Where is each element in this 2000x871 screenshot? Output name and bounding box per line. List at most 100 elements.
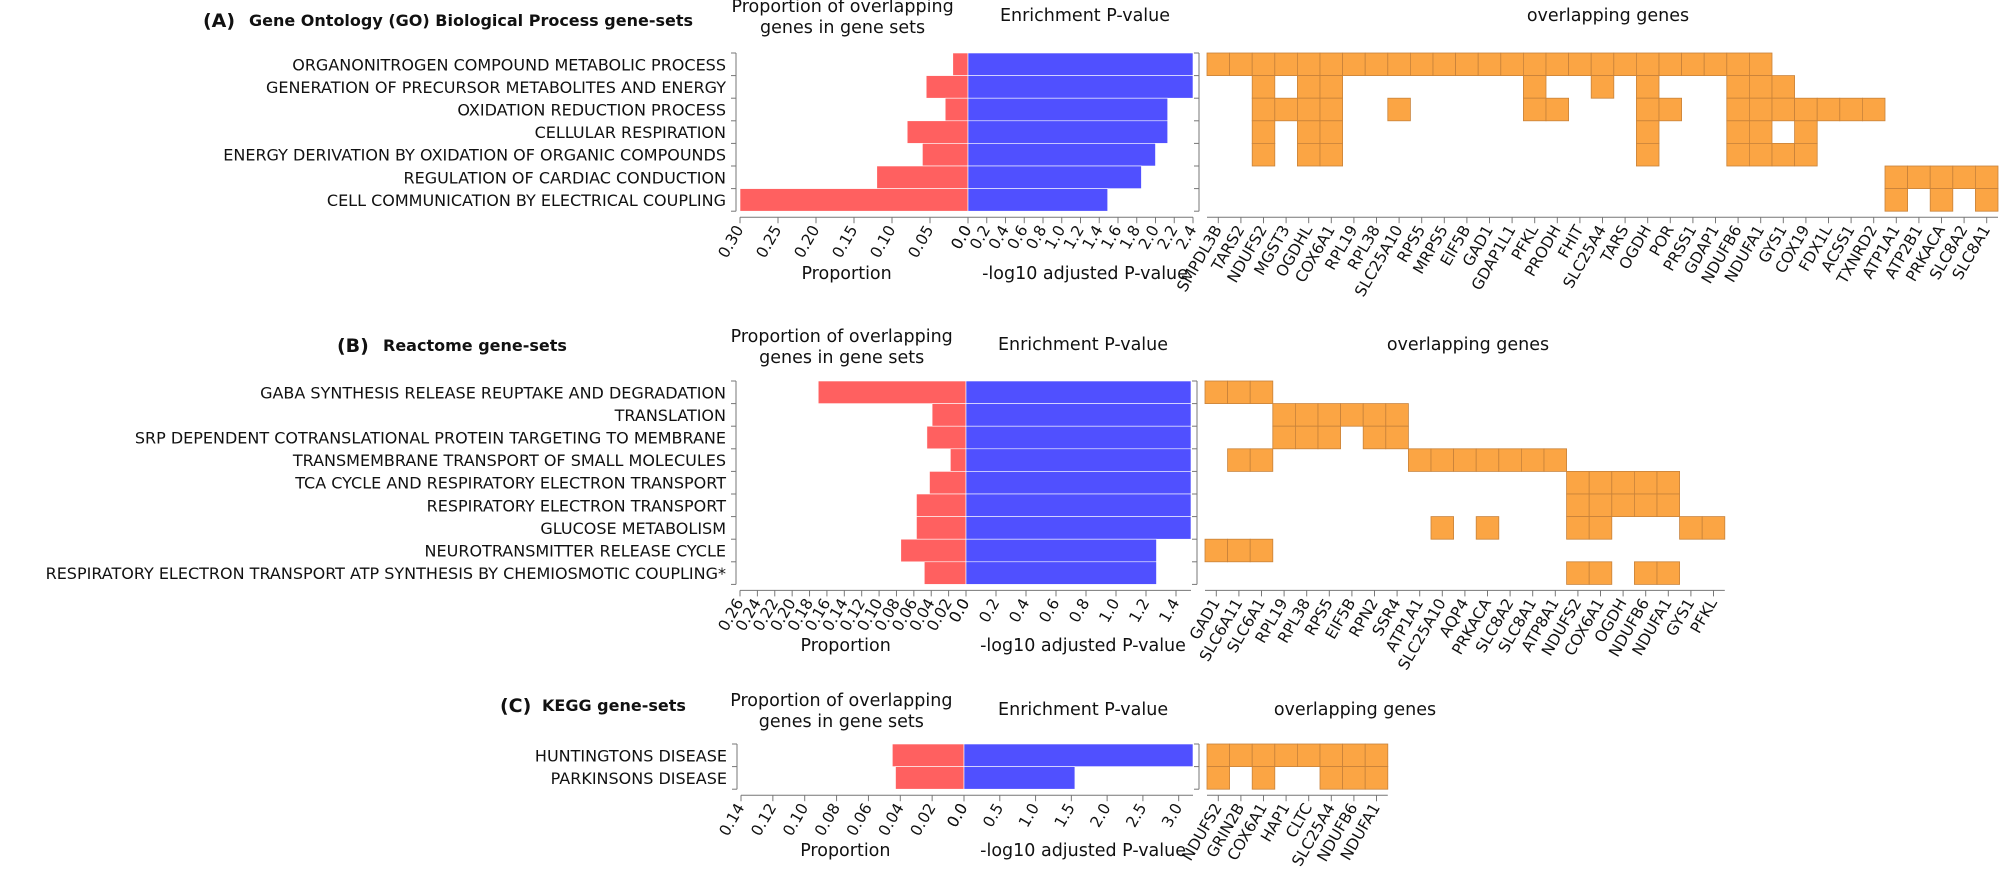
- gene-cell: [1204, 538, 1229, 563]
- gene-cell: [1295, 425, 1319, 450]
- proportion-bar: [952, 52, 969, 76]
- gene-cell: [1227, 448, 1251, 472]
- gene-cell: [1656, 470, 1681, 495]
- gene-cell: [1274, 743, 1298, 768]
- proportion-bar: [926, 425, 967, 450]
- pvalue-axis-title: -log10 adjusted P-value: [980, 636, 1186, 656]
- gene-cell: [1410, 52, 1434, 77]
- pvalue-tick-label: 2.5: [1122, 800, 1150, 830]
- gene-cell: [1975, 188, 1999, 212]
- gene-cell: [1636, 142, 1660, 167]
- proportion-header: Proportion of overlapping: [730, 691, 952, 711]
- gene-cell: [1749, 120, 1773, 144]
- gene-cell: [1588, 561, 1613, 585]
- gene-cell: [1477, 52, 1502, 77]
- pvalue-tick-label: 1.4: [1156, 595, 1184, 625]
- pvalue-axis-title: -log10 adjusted P-value: [982, 264, 1188, 284]
- proportion-header: Proportion of overlapping: [731, 327, 953, 347]
- gene-cell: [1929, 165, 1954, 190]
- proportion-tick-label: 0.10: [779, 800, 812, 839]
- gene-cell: [1794, 142, 1818, 167]
- gene-cell: [1907, 165, 1931, 190]
- gene-cell: [1634, 493, 1658, 518]
- gene-cell: [1884, 188, 1909, 212]
- gene-cell: [1295, 403, 1319, 427]
- pvalue-axis-title: -log10 adjusted P-value: [980, 841, 1186, 861]
- gene-cell: [1656, 493, 1681, 518]
- gene-cell: [1385, 425, 1409, 450]
- gene-cell: [1523, 75, 1547, 99]
- pvalue-bar: [965, 448, 1192, 472]
- proportion-tick-label: 0.05: [905, 222, 938, 261]
- category-label: OXIDATION REDUCTION PROCESS: [457, 101, 726, 120]
- pvalue-tick-label: 1.0: [1015, 800, 1043, 830]
- pvalue-bar: [967, 97, 1168, 122]
- gene-cell: [1319, 142, 1344, 167]
- gene-cell: [1771, 142, 1796, 167]
- pvalue-bar: [965, 471, 1192, 495]
- proportion-tick-label: 0.04: [875, 800, 908, 839]
- gene-cell: [1206, 52, 1231, 77]
- proportion-bar: [931, 403, 967, 427]
- proportion-bar: [895, 766, 965, 790]
- gene-cell: [1545, 97, 1570, 122]
- gene-cell: [1521, 448, 1545, 472]
- gene-cell: [1726, 97, 1750, 122]
- gene-cell: [1566, 516, 1590, 540]
- gene-cell: [1430, 516, 1455, 540]
- gene-cell: [1839, 97, 1863, 122]
- gene-cell: [1364, 743, 1389, 768]
- gene-cell: [1249, 538, 1274, 563]
- gene-cell: [1771, 75, 1796, 99]
- gene-cell: [1251, 52, 1276, 77]
- proportion-tick-label: 0.25: [753, 222, 786, 261]
- pvalue-tick-label: 0.2: [976, 595, 1004, 625]
- proportion-bar: [929, 471, 967, 495]
- proportion-tick-label: 0.06: [843, 800, 876, 839]
- proportion-bar: [876, 165, 969, 189]
- gene-cell: [1701, 516, 1726, 540]
- proportion-bar: [925, 75, 969, 99]
- gene-cell: [1319, 766, 1344, 790]
- gene-cell: [1342, 766, 1366, 790]
- gene-cell: [1227, 538, 1251, 563]
- panel-tag: (C): [500, 695, 531, 717]
- proportion-bar: [906, 120, 969, 144]
- gene-cell: [1251, 75, 1276, 99]
- pvalue-tick-label: 0.0: [946, 595, 974, 625]
- proportion-bar: [944, 97, 969, 122]
- proportion-bar: [817, 380, 967, 404]
- pvalue-tick-label: 0.0: [944, 800, 972, 830]
- gene-cell: [1297, 142, 1321, 167]
- gene-cell: [1342, 743, 1366, 768]
- gene-cell: [1362, 403, 1387, 427]
- category-label: PARKINSONS DISEASE: [551, 769, 727, 788]
- proportion-tick-label: 0.30: [715, 222, 748, 261]
- gene-cell: [1566, 561, 1590, 585]
- proportion-header: genes in gene sets: [759, 712, 924, 732]
- gene-cell: [1297, 97, 1321, 122]
- pvalue-bar: [967, 188, 1108, 212]
- proportion-bar: [900, 538, 967, 563]
- pvalue-tick-label: 1.2: [1126, 595, 1154, 625]
- gene-cell: [1588, 516, 1613, 540]
- gene-cell: [1952, 165, 1976, 190]
- gene-cell: [1364, 52, 1389, 77]
- panel-3: (C) KEGG gene-sets Proportion of overlappi…: [500, 691, 1436, 869]
- gene-cell: [1319, 743, 1344, 768]
- proportion-tick-label: 0.15: [829, 222, 862, 261]
- pvalue-tick-label: 0.4: [1006, 595, 1034, 625]
- proportion-tick-label: 0.12: [747, 800, 780, 839]
- pvalue-bar: [967, 143, 1156, 167]
- pvalue-header: Enrichment P-value: [998, 335, 1168, 355]
- gene-cell: [1249, 380, 1274, 405]
- proportion-bar: [922, 143, 969, 167]
- gene-cell: [1794, 97, 1818, 122]
- gene-cell: [1319, 120, 1344, 144]
- panel-2: (B) Reactome gene-sets Proportion of overl…: [46, 327, 1726, 673]
- gene-cell: [1749, 142, 1773, 167]
- category-label: HUNTINGTONS DISEASE: [535, 746, 727, 765]
- pvalue-bar: [965, 561, 1157, 585]
- proportion-axis-title: Proportion: [801, 636, 891, 656]
- gene-cell: [1387, 52, 1411, 77]
